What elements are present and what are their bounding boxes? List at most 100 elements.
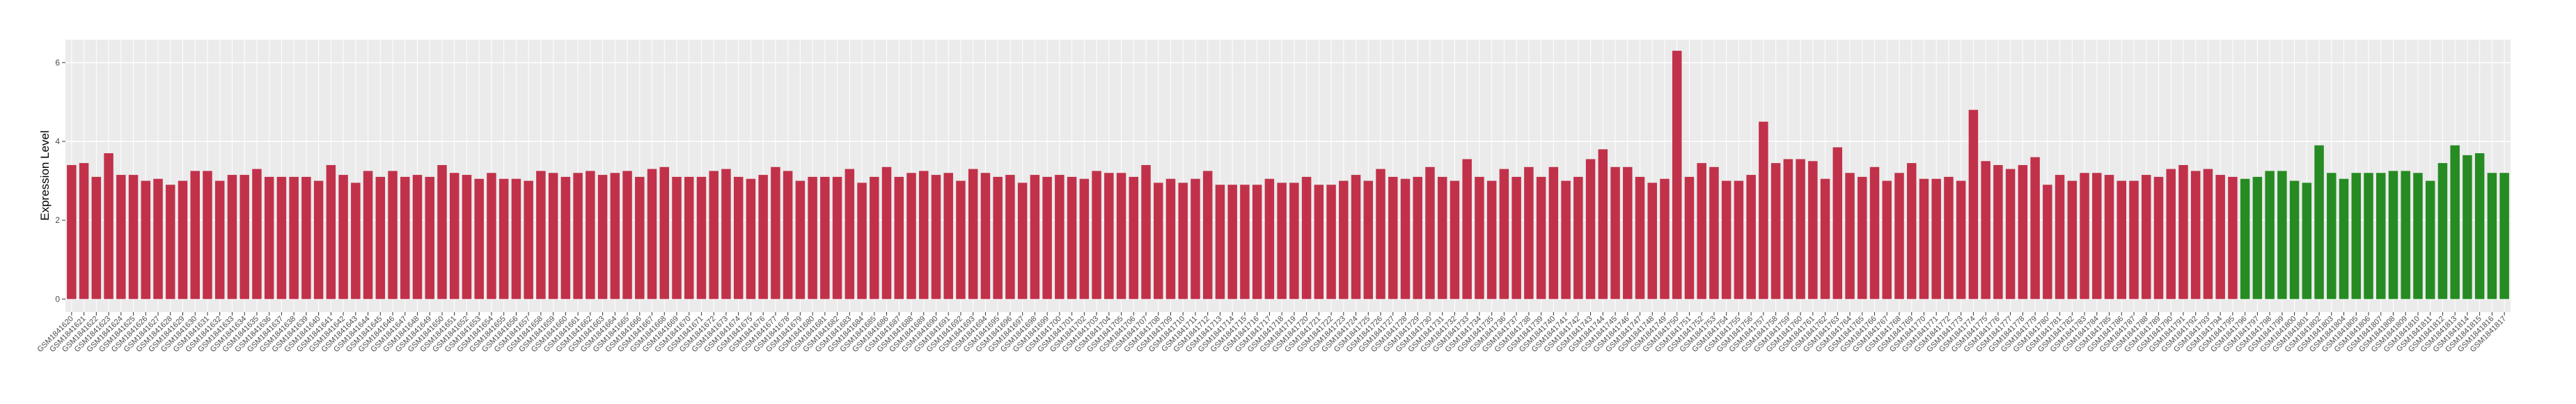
bar <box>647 169 657 300</box>
bar <box>980 173 991 300</box>
bar <box>1475 176 1484 300</box>
bar <box>1215 185 1225 300</box>
bar <box>870 176 879 300</box>
bar <box>2327 173 2337 300</box>
bar <box>560 176 571 300</box>
bar <box>1017 182 1028 300</box>
bar <box>1462 159 1472 300</box>
bar <box>1252 185 1262 300</box>
bar <box>746 178 756 300</box>
bar <box>1425 166 1435 300</box>
bar <box>1894 173 1904 300</box>
bar <box>1869 166 1880 300</box>
bar <box>524 180 533 300</box>
bar <box>1660 178 1670 300</box>
bar <box>289 176 299 300</box>
bar <box>1919 178 1929 300</box>
bar <box>1450 180 1460 300</box>
bar <box>1116 173 1126 300</box>
bar <box>203 171 212 300</box>
bar <box>2215 175 2225 300</box>
bar <box>264 176 274 300</box>
bar <box>1178 182 1188 300</box>
bar <box>2190 171 2201 300</box>
bar <box>2228 176 2238 300</box>
bar <box>783 171 793 300</box>
bar <box>351 182 361 300</box>
bar <box>1746 175 1756 300</box>
bar <box>1981 161 1990 300</box>
y-tick-label: 2 <box>55 215 60 225</box>
bar <box>2018 164 2028 300</box>
bar <box>1154 182 1163 300</box>
bar <box>1931 178 1941 300</box>
bar <box>141 180 151 300</box>
bar <box>1486 180 1497 300</box>
bar <box>993 176 1003 300</box>
bar <box>1808 161 1818 300</box>
bar <box>1993 164 2003 300</box>
bar <box>166 185 175 300</box>
bar <box>116 175 126 300</box>
bar <box>2005 169 2016 300</box>
bar <box>338 175 348 300</box>
bar <box>1956 180 1966 300</box>
bar <box>2142 175 2151 300</box>
bar <box>733 176 744 300</box>
bar <box>2450 145 2460 300</box>
bar <box>412 175 423 300</box>
bar <box>2104 175 2114 300</box>
bar <box>2314 145 2324 300</box>
bar <box>1277 182 1287 300</box>
bar <box>400 176 410 300</box>
bar <box>2277 171 2287 300</box>
bar <box>79 163 89 300</box>
bar <box>2437 163 2448 300</box>
bar <box>2178 164 2188 300</box>
bar <box>1326 185 1336 300</box>
bar <box>1635 176 1645 300</box>
bar <box>2067 180 2078 300</box>
bar <box>635 176 645 300</box>
bar <box>487 173 496 300</box>
bar <box>498 178 509 300</box>
bar <box>956 180 966 300</box>
bar <box>67 164 77 300</box>
bar <box>1437 176 1447 300</box>
bar <box>1783 159 1793 300</box>
bar <box>771 166 780 300</box>
bar <box>1264 178 1275 300</box>
bar <box>622 171 632 300</box>
bar <box>1944 176 1954 300</box>
bar <box>1042 176 1052 300</box>
bar <box>1165 178 1176 300</box>
bar <box>597 175 608 300</box>
bar <box>1129 176 1139 300</box>
bar <box>881 166 892 300</box>
bar <box>449 173 460 300</box>
bar <box>696 176 707 300</box>
bar <box>2030 157 2040 300</box>
bar <box>178 180 188 300</box>
bar <box>1697 163 1706 300</box>
bar <box>2252 176 2263 300</box>
bar <box>462 175 472 300</box>
bar <box>1227 185 1237 300</box>
bar <box>1092 171 1101 300</box>
bar <box>721 169 731 300</box>
bar <box>573 173 583 300</box>
bar <box>1079 178 1090 300</box>
bar <box>437 164 447 300</box>
bar <box>795 180 806 300</box>
bar <box>153 178 163 300</box>
y-tick-label: 0 <box>55 294 60 304</box>
bar <box>1005 175 1015 300</box>
bar <box>2116 180 2127 300</box>
bar <box>474 178 484 300</box>
bar <box>1301 176 1312 300</box>
bar <box>1339 180 1349 300</box>
bar <box>1524 166 1534 300</box>
bar <box>2499 173 2509 300</box>
bar <box>709 171 718 300</box>
